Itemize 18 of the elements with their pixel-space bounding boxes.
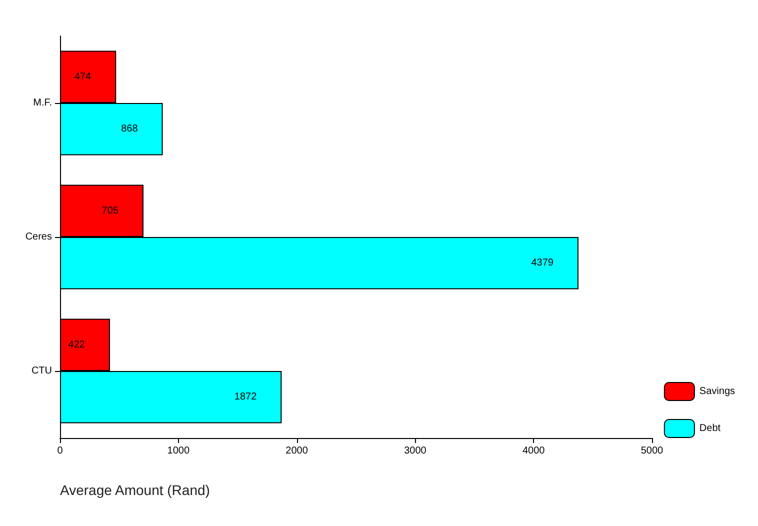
data-label: 474 — [74, 71, 92, 82]
legend-label: Debt — [699, 423, 721, 434]
y-tick-label: M.F. — [33, 98, 52, 108]
y-tick-label: Ceres — [25, 232, 52, 242]
x-axis-title: Average Amount (Rand) — [60, 482, 210, 498]
x-tick-label: 0 — [57, 446, 64, 456]
data-label: 422 — [68, 339, 86, 350]
x-tick-label: 1000 — [167, 446, 190, 456]
data-label: 4379 — [531, 258, 554, 269]
data-label: 705 — [102, 205, 119, 216]
y-tick-label: CTU — [31, 366, 52, 376]
x-tick-label: 4000 — [522, 446, 546, 456]
data-label: 1872 — [234, 392, 258, 403]
x-tick-label: 2000 — [286, 446, 308, 456]
x-tick-label: 5000 — [640, 446, 664, 456]
legend-label: Savings — [699, 386, 735, 397]
x-tick-label: 3000 — [404, 446, 427, 456]
data-label: 868 — [121, 124, 138, 135]
